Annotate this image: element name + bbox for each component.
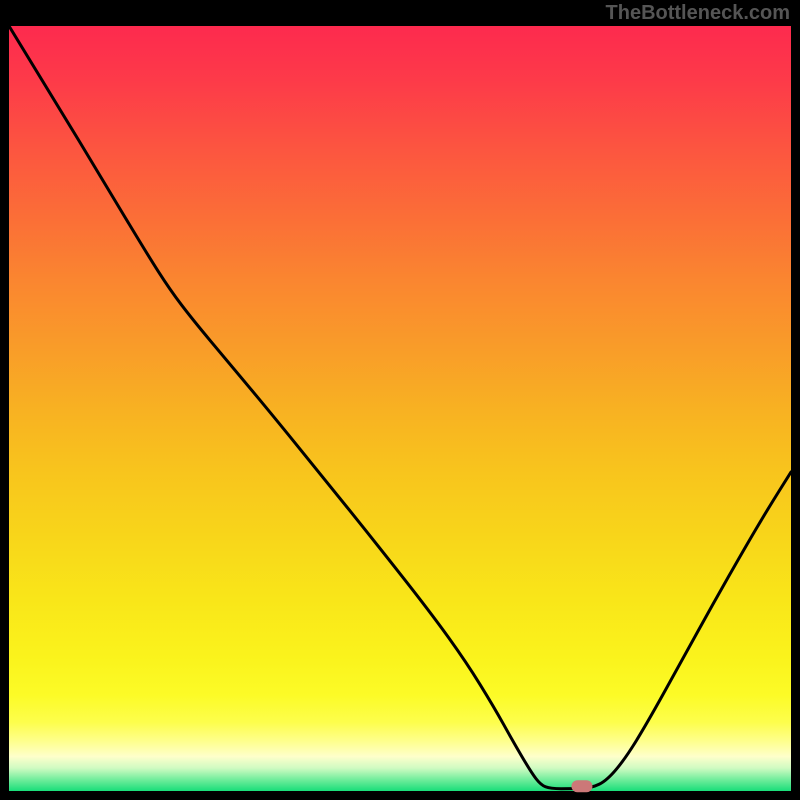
- plot-frame: [9, 26, 791, 791]
- highlight-marker: [572, 781, 593, 792]
- bottleneck-curve: [9, 26, 791, 791]
- watermark-text: TheBottleneck.com: [606, 2, 790, 25]
